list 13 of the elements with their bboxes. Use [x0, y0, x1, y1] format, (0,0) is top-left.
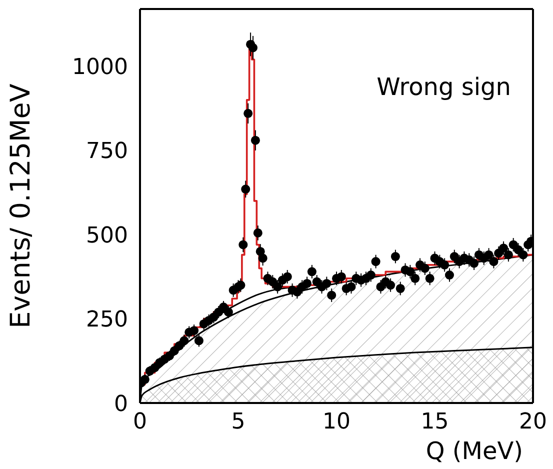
y-tick-label: 750 — [86, 139, 128, 164]
y-tick-label: 250 — [86, 308, 128, 333]
y-tick-label: 500 — [86, 223, 128, 248]
x-tick-label: 0 — [133, 410, 147, 435]
y-tick-label: 0 — [114, 392, 128, 417]
x-tick-label: 5 — [231, 410, 246, 435]
y-axis-title: Events/ 0.125MeV — [6, 83, 37, 328]
annotation: Wrong sign — [376, 73, 511, 101]
x-tick-label: 20 — [519, 410, 547, 435]
x-tick-label: 10 — [322, 410, 350, 435]
x-tick-label: 15 — [420, 410, 449, 435]
x-axis-title: Q (MeV) — [426, 437, 523, 465]
y-tick-label: 1000 — [72, 55, 128, 80]
